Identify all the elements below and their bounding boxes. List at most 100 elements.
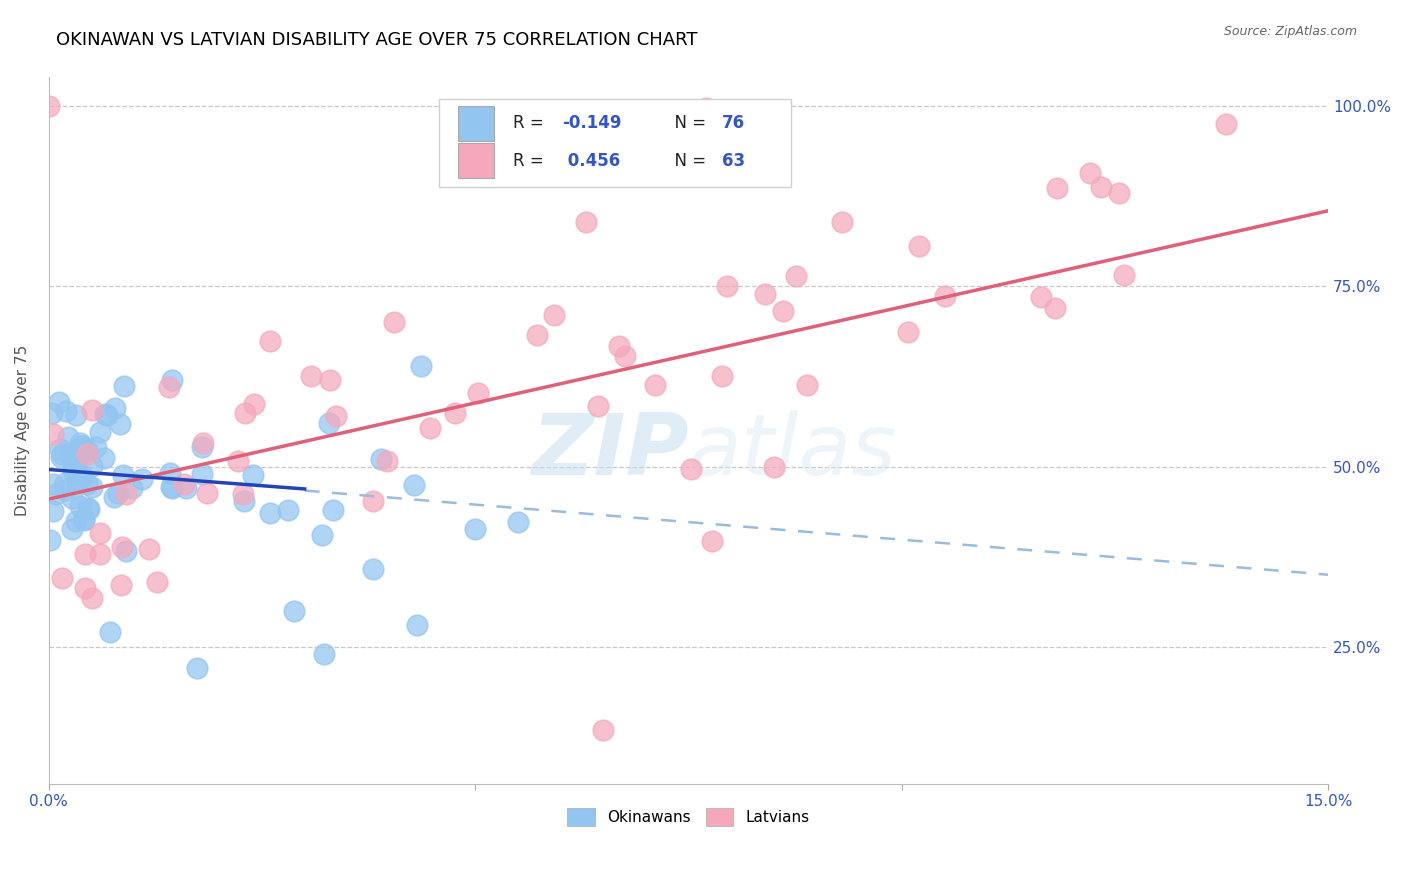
Point: [79, 502, 101, 516]
Point: [233, 493, 256, 508]
Point: [73, 547, 96, 561]
Legend: Okinawans, Latvians: Okinawans, Latvians: [560, 800, 817, 834]
Point: [69, 446, 91, 460]
Point: [592, 723, 614, 737]
Point: [121, 481, 143, 495]
Point: [711, 369, 734, 384]
Point: [56, 430, 79, 444]
Point: [259, 334, 281, 349]
Point: [111, 540, 134, 554]
Point: [62, 460, 84, 475]
Point: [402, 478, 425, 492]
Point: [66, 453, 89, 467]
Point: [1112, 268, 1135, 283]
Point: [110, 578, 132, 592]
Point: [49, 450, 72, 465]
Point: [39, 533, 62, 547]
Point: [785, 269, 807, 284]
Point: [695, 101, 717, 115]
Point: [908, 238, 931, 252]
Point: [322, 503, 344, 517]
Point: [60, 491, 83, 505]
Point: [419, 421, 441, 435]
Text: R =: R =: [513, 114, 550, 132]
Point: [382, 315, 405, 329]
Point: [575, 214, 598, 228]
Point: [283, 604, 305, 618]
Point: [94, 407, 117, 421]
Point: [115, 487, 138, 501]
Point: [41, 406, 63, 420]
Point: [80, 458, 103, 473]
Point: [112, 379, 135, 393]
Point: [138, 542, 160, 557]
Point: [103, 401, 125, 415]
Text: N =: N =: [664, 153, 711, 170]
Point: [242, 468, 264, 483]
Point: [160, 480, 183, 494]
Point: [55, 404, 77, 418]
Text: R =: R =: [513, 153, 550, 170]
Text: ZIP: ZIP: [531, 410, 689, 493]
Point: [160, 481, 183, 495]
Point: [467, 385, 489, 400]
Point: [464, 522, 486, 536]
Text: 63: 63: [721, 153, 745, 170]
Point: [409, 359, 432, 373]
Point: [1090, 179, 1112, 194]
Point: [84, 441, 107, 455]
Point: [361, 493, 384, 508]
Point: [318, 417, 340, 431]
Point: [77, 501, 100, 516]
Point: [1046, 181, 1069, 195]
Point: [62, 465, 84, 479]
Point: [1080, 165, 1102, 179]
Point: [831, 214, 853, 228]
Point: [277, 503, 299, 517]
Point: [65, 514, 87, 528]
Point: [89, 525, 111, 540]
Text: 76: 76: [721, 114, 745, 132]
Point: [76, 447, 98, 461]
Point: [159, 467, 181, 481]
Point: [543, 308, 565, 322]
Point: [762, 459, 785, 474]
Text: OKINAWAN VS LATVIAN DISABILITY AGE OVER 75 CORRELATION CHART: OKINAWAN VS LATVIAN DISABILITY AGE OVER …: [56, 31, 697, 49]
Point: [299, 368, 322, 383]
Point: [108, 417, 131, 431]
Point: [60, 450, 83, 464]
FancyBboxPatch shape: [458, 105, 494, 141]
Point: [41, 504, 63, 518]
Text: Source: ZipAtlas.com: Source: ZipAtlas.com: [1223, 25, 1357, 38]
Point: [361, 562, 384, 576]
Point: [897, 325, 920, 339]
Point: [796, 378, 818, 392]
Point: [226, 454, 249, 468]
Point: [67, 468, 90, 483]
Point: [115, 544, 138, 558]
Point: [48, 395, 70, 409]
Y-axis label: Disability Age Over 75: Disability Age Over 75: [15, 345, 30, 516]
Point: [160, 373, 183, 387]
Point: [53, 475, 76, 490]
Point: [716, 279, 738, 293]
Point: [98, 625, 121, 640]
Point: [700, 534, 723, 549]
FancyBboxPatch shape: [458, 143, 494, 178]
Point: [526, 328, 548, 343]
Point: [318, 373, 340, 387]
Point: [96, 408, 118, 422]
Point: [325, 409, 347, 423]
Point: [157, 380, 180, 394]
Point: [80, 403, 103, 417]
Point: [311, 527, 333, 541]
Point: [1029, 289, 1052, 303]
Point: [1108, 186, 1130, 200]
Point: [89, 425, 111, 439]
Point: [232, 487, 254, 501]
Point: [69, 500, 91, 514]
Point: [614, 350, 637, 364]
Point: [191, 440, 214, 454]
Point: [73, 581, 96, 595]
Point: [754, 286, 776, 301]
